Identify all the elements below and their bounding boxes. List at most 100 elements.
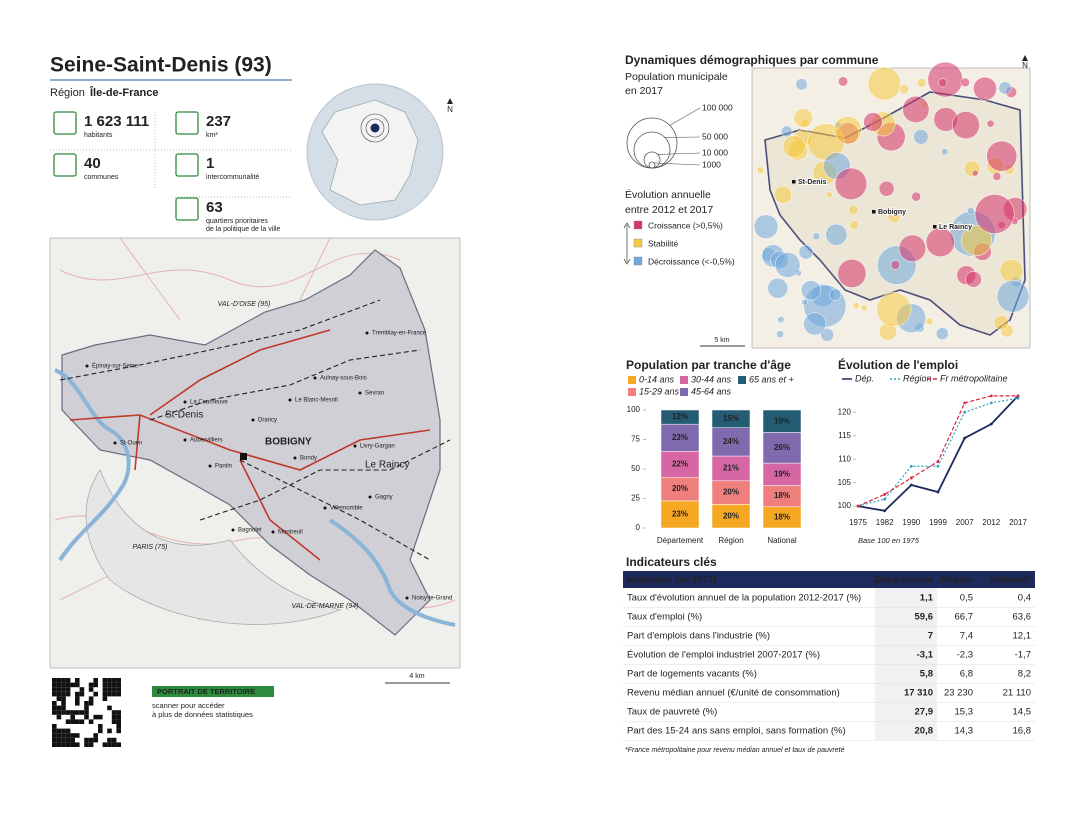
stat-label: de la politique de la ville (206, 226, 280, 233)
qr-module (93, 715, 98, 720)
commune-bubble (899, 235, 926, 262)
qr-module (57, 738, 62, 743)
legend-swatch (680, 376, 688, 384)
commune-bubble (835, 168, 867, 200)
table-cell: 59,6 (915, 612, 934, 623)
qr-module (84, 706, 89, 711)
qr-module (112, 710, 117, 715)
table-header: Région (941, 575, 973, 586)
commune-bubble (917, 78, 926, 87)
y-tick-label: 110 (838, 454, 851, 463)
value-label: 18% (774, 491, 790, 500)
qr-module (66, 710, 71, 715)
qr-module (57, 710, 62, 715)
trend-swatch (634, 221, 642, 229)
table-cell: Taux de pauvreté (%) (627, 707, 717, 718)
qr-module (66, 742, 71, 747)
stat-icon (54, 154, 76, 176)
value-label: 18% (774, 512, 790, 521)
series-point (883, 498, 886, 501)
commune-bubble (999, 82, 1012, 95)
place-dot (324, 507, 327, 510)
qr-module (80, 692, 85, 697)
place-label: Bagnolet (238, 528, 262, 534)
commune-bubble (877, 292, 911, 326)
region-name: Île-de-France (89, 86, 158, 99)
table-cell: -2,3 (957, 650, 973, 661)
commune-bubble (973, 77, 996, 100)
y-tick-label: 75 (631, 435, 640, 444)
series-point (883, 493, 886, 496)
place-label: Livry-Gargan (360, 444, 395, 450)
x-tick-label: 1990 (902, 518, 920, 527)
series-point (910, 484, 913, 487)
legend-label: Fr métropolitaine (940, 373, 1008, 383)
qr-module (107, 729, 112, 734)
qr-module (103, 678, 108, 683)
qr-module (107, 742, 112, 747)
commune-bubble (1000, 259, 1023, 282)
qr-module (116, 710, 121, 715)
table-cell: Évolution de l'emploi industriel 2007-20… (627, 650, 820, 661)
x-tick-label: National (767, 536, 797, 545)
qr-module (66, 692, 71, 697)
series-point (937, 460, 940, 463)
footer-text: à plus de données statistiques (152, 710, 253, 719)
qr-module (57, 687, 62, 692)
qr-module (57, 733, 62, 738)
qr-module (103, 742, 108, 747)
stat-value: 237 (206, 113, 231, 130)
commune-bubble (994, 315, 1009, 330)
place-dot (933, 225, 937, 229)
commune-bubble (778, 316, 785, 323)
place-label: Villemomble (330, 506, 363, 512)
commune-bubble (987, 141, 1017, 171)
y-tick-label: 100 (627, 405, 641, 414)
qr-module (116, 724, 121, 729)
north-arrow (1022, 55, 1028, 61)
qr-module (57, 729, 62, 734)
qr-module (61, 701, 66, 706)
section-title: Dynamiques démographiques par commune (625, 53, 879, 67)
place-label: Pantin (215, 464, 232, 470)
qr-module (66, 729, 71, 734)
qr-module (70, 715, 75, 720)
size-legend-leader (658, 153, 700, 154)
qr-module (52, 692, 57, 697)
qr-module (84, 738, 89, 743)
footer-text: scanner pour accéder (152, 701, 225, 710)
commune-bubble (952, 111, 979, 138)
series-line (858, 398, 1018, 506)
qr-module (107, 692, 112, 697)
qr-module (75, 733, 80, 738)
place-dot (369, 496, 372, 499)
map-place-label: Bobigny (878, 209, 906, 216)
north-arrow (447, 98, 453, 104)
commune-bubble (826, 224, 847, 245)
qr-module (70, 738, 75, 743)
table-note: *France métropolitaine pour revenu média… (625, 747, 845, 754)
qr-module (66, 719, 71, 724)
qr-module (107, 678, 112, 683)
place-label: Le Blanc-Mesnil (295, 398, 338, 404)
qr-module (93, 683, 98, 688)
qr-module (103, 683, 108, 688)
commune-bubble (972, 170, 978, 176)
place-dot (209, 465, 212, 468)
place-label: Bondy (300, 456, 317, 462)
place-dot (114, 442, 117, 445)
commune-bubble (975, 194, 1014, 233)
chart-title: Population par tranche d'âge (626, 358, 791, 372)
place-dot (232, 529, 235, 532)
qr-module (61, 738, 66, 743)
qr-module (52, 701, 57, 706)
legend-subtitle: entre 2012 et 2017 (625, 204, 713, 216)
qr-module (70, 683, 75, 688)
place-label: VAL-D'OISE (95) (218, 301, 271, 308)
qr-module (75, 701, 80, 706)
commune-bubble (868, 67, 901, 100)
qr-module (84, 710, 89, 715)
qr-module (93, 738, 98, 743)
legend-swatch (628, 388, 636, 396)
